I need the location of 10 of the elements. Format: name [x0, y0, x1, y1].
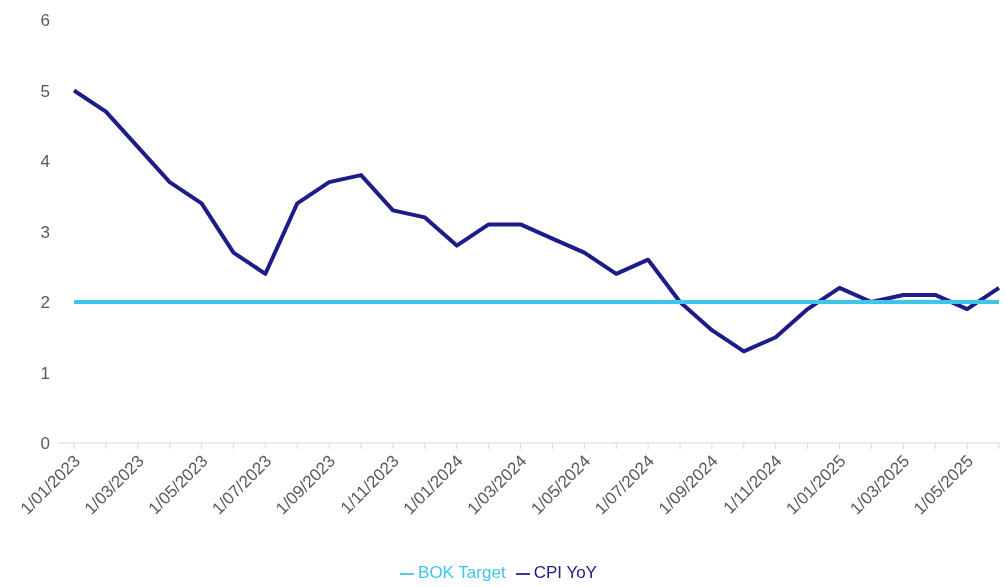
legend-label: CPI YoY	[533, 563, 597, 582]
y-tick-label: 2	[40, 293, 50, 313]
legend-label: BOK Target	[418, 563, 506, 582]
y-tick-label: 4	[40, 152, 50, 172]
y-tick-label: 3	[40, 222, 50, 242]
line-series	[72, 88, 1001, 354]
y-tick-label: 6	[40, 11, 50, 31]
y-tick-label: 0	[40, 434, 50, 454]
y-tick-label: 1	[40, 363, 50, 383]
y-tick-label: 5	[40, 81, 50, 101]
